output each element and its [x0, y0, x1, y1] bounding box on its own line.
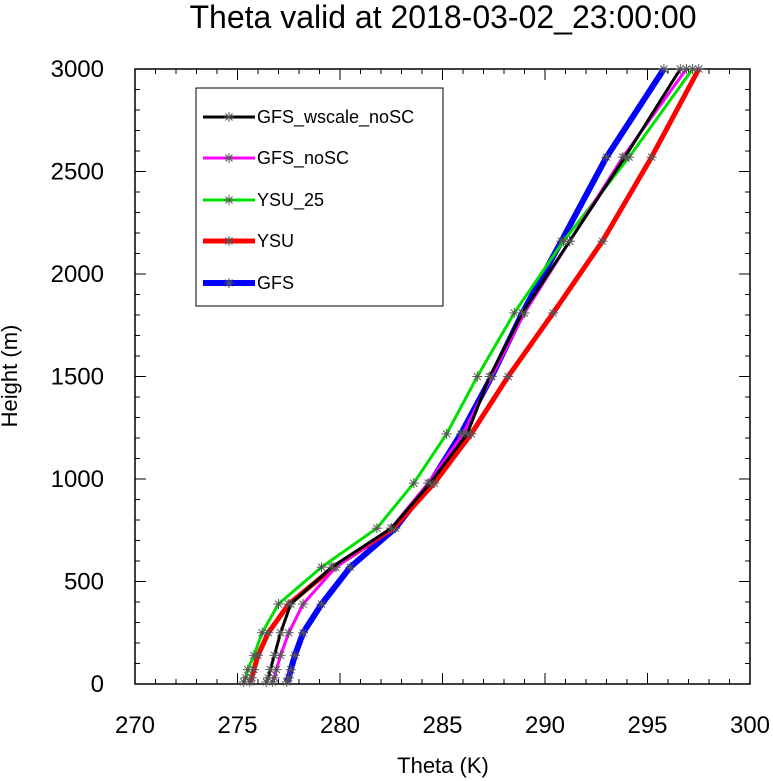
point-ysu-marker — [548, 307, 559, 318]
point-ysu-25-marker — [558, 236, 569, 247]
point-ysu-25-marker — [273, 599, 284, 610]
x-axis-title: Theta (K) — [397, 753, 489, 778]
legend-gfs-marker — [224, 278, 234, 288]
legend-gfs-nosc-marker — [224, 153, 234, 163]
point-gfs-wscale-nosc-marker — [269, 650, 280, 661]
x-tick-label: 290 — [525, 712, 565, 739]
point-gfs-marker — [316, 599, 327, 610]
x-tick-label: 285 — [422, 712, 462, 739]
point-ysu-25-marker — [408, 478, 419, 489]
point-gfs-marker — [345, 562, 356, 573]
y-tick-label: 3000 — [51, 56, 104, 83]
point-gfs-wscale-nosc-marker — [275, 627, 286, 638]
legend-label-gfs-wscale-nosc: GFS_wscale_noSC — [257, 107, 414, 128]
point-gfs-wscale-nosc-marker — [675, 64, 686, 74]
point-ysu-25-marker — [240, 672, 251, 683]
axis-ticks — [134, 68, 751, 685]
x-tick-label: 300 — [730, 712, 770, 739]
y-tick-label: 0 — [91, 671, 104, 698]
point-gfs-wscale-nosc-marker — [484, 371, 495, 382]
series-group — [238, 64, 704, 687]
point-ysu-25-marker — [472, 371, 483, 382]
point-ysu-marker — [246, 672, 257, 683]
point-ysu-25-marker — [316, 562, 327, 573]
point-gfs-marker — [658, 64, 669, 74]
x-tick-label: 295 — [627, 712, 667, 739]
point-gfs-wscale-nosc-marker — [263, 672, 274, 683]
legend-label-ysu: YSU — [257, 231, 294, 251]
point-gfs-marker — [283, 672, 294, 683]
point-ysu-25-marker — [371, 523, 382, 534]
point-gfs-wscale-nosc-marker — [462, 428, 473, 439]
x-tick-label: 275 — [217, 712, 257, 739]
point-ysu-25-marker — [238, 676, 249, 687]
point-gfs-wscale-nosc-marker — [425, 478, 436, 489]
series-ysu-25 — [238, 64, 698, 687]
y-tick-label: 1000 — [51, 466, 104, 493]
x-tick-label: 280 — [320, 712, 360, 739]
point-ysu-25-marker — [248, 650, 259, 661]
tick-labels: 270 275 280 285 290 295 3000500100015002000250… — [51, 56, 770, 739]
point-gfs-marker — [281, 676, 292, 687]
y-tick-label: 2500 — [51, 159, 104, 186]
point-gfs-wscale-nosc-marker — [326, 562, 337, 573]
point-gfs-wscale-nosc-marker — [265, 664, 276, 675]
point-gfs-wscale-nosc-marker — [285, 599, 296, 610]
legend-ysu-25-marker — [224, 195, 234, 205]
point-gfs-marker — [298, 627, 309, 638]
legend-box — [195, 87, 444, 307]
x-tick-label: 270 — [115, 712, 155, 739]
point-ysu-marker — [597, 236, 608, 247]
y-tick-label: 1500 — [51, 364, 104, 391]
point-gfs-wscale-nosc-marker — [564, 236, 575, 247]
legend-label-gfs: GFS — [257, 273, 294, 293]
legend-ysu-marker — [224, 236, 234, 246]
point-gfs-marker — [289, 650, 300, 661]
point-ysu-25-marker — [441, 428, 452, 439]
point-gfs-wscale-nosc-marker — [619, 152, 630, 163]
point-gfs-nosc-marker — [275, 650, 286, 661]
y-tick-label: 500 — [64, 569, 104, 596]
point-gfs-wscale-nosc-marker — [517, 307, 528, 318]
chart-title: Theta valid at 2018-03-02_23:00:00 — [189, 0, 696, 35]
y-tick-label: 2000 — [51, 261, 104, 288]
point-gfs-marker — [601, 152, 612, 163]
series-gfs-wscale-nosc — [261, 64, 686, 687]
point-ysu-marker — [646, 152, 657, 163]
point-gfs-wscale-nosc-marker — [386, 523, 397, 534]
legend: GFS_wscale_noSC GFS_noSC YSU_25 YSU GFS — [195, 87, 444, 307]
point-gfs-wscale-nosc-marker — [261, 676, 272, 687]
point-ysu-marker — [503, 371, 514, 382]
point-gfs-marker — [285, 664, 296, 675]
y-axis-title: Height (m) — [0, 325, 22, 428]
point-gfs-nosc-marker — [298, 599, 309, 610]
legend-label-ysu-25: YSU_25 — [257, 190, 324, 211]
legend-label-gfs-nosc: GFS_noSC — [257, 148, 349, 169]
point-ysu-25-marker — [242, 664, 253, 675]
point-ysu-25-marker — [257, 627, 268, 638]
legend-gfs-wscale-nosc-marker — [224, 112, 234, 122]
